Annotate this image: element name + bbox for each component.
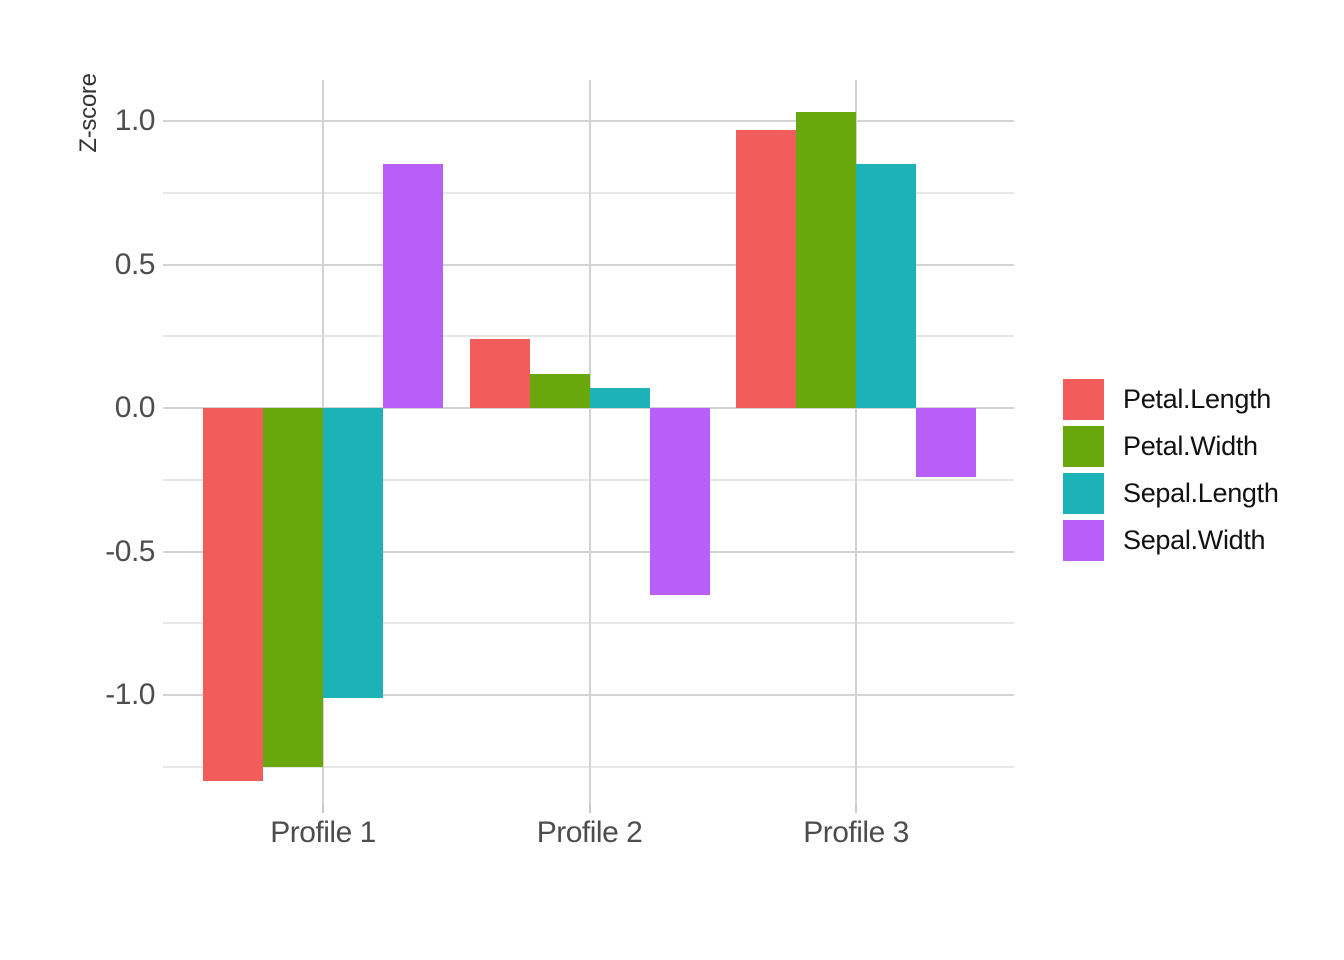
x-tick-mark: [322, 805, 324, 813]
bar-sepal-width-profile-3: [916, 408, 976, 477]
bar-sepal-length-profile-1: [323, 408, 383, 698]
y-tick-label: -1.0: [105, 678, 155, 711]
bar-petal-width-profile-1: [263, 408, 323, 767]
x-axis-label: Profile 3: [803, 816, 909, 849]
bar-sepal-length-profile-3: [856, 164, 916, 408]
bar-sepal-length-profile-2: [589, 387, 650, 408]
bar-petal-width-profile-3: [796, 112, 856, 408]
bar-petal-length-profile-3: [736, 129, 796, 408]
legend-label: Petal.Width: [1123, 431, 1258, 461]
x-tick-mark: [855, 805, 857, 813]
gridline-major-x: [855, 80, 857, 805]
bar-petal-length-profile-1: [203, 408, 263, 782]
bar-petal-width-profile-2: [529, 373, 590, 408]
legend-label: Petal.Length: [1123, 384, 1272, 414]
bar-sepal-width-profile-1: [383, 164, 443, 408]
legend-swatch-petal-length: [1063, 379, 1104, 420]
legend-label: Sepal.Width: [1123, 525, 1266, 555]
chart-panel: [163, 80, 1014, 805]
legend-item-sepal-length: Sepal.Length: [1063, 473, 1279, 514]
bar-petal-length-profile-2: [469, 339, 530, 408]
legend: Petal.Length Petal.Width Sepal.Length Sepal…: [1063, 379, 1279, 567]
y-tick-label: 0.0: [114, 391, 156, 424]
x-axis-label: Profile 1: [270, 816, 376, 849]
legend-swatch-sepal-width: [1063, 520, 1104, 561]
legend-item-petal-width: Petal.Width: [1063, 426, 1279, 467]
x-tick-mark: [588, 805, 591, 813]
x-axis-label: Profile 2: [536, 816, 643, 849]
legend-swatch-petal-width: [1063, 426, 1104, 467]
y-tick-label: 1.0: [114, 104, 156, 137]
legend-item-petal-length: Petal.Length: [1063, 379, 1279, 420]
legend-label: Sepal.Length: [1123, 478, 1279, 508]
bar-sepal-width-profile-2: [649, 408, 710, 595]
legend-item-sepal-width: Sepal.Width: [1063, 520, 1279, 561]
legend-swatch-sepal-length: [1063, 473, 1104, 514]
y-tick-label: -0.5: [105, 534, 155, 568]
gridline-major-x: [588, 80, 591, 805]
y-tick-label: 0.5: [114, 247, 156, 281]
